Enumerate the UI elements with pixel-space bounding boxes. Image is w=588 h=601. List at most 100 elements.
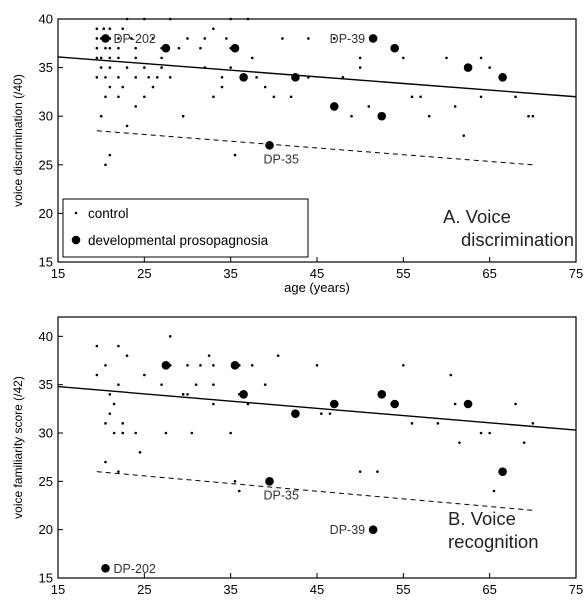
- control-point: [250, 364, 254, 367]
- control-point: [276, 354, 280, 357]
- control-point: [199, 46, 202, 50]
- control-point: [436, 422, 440, 425]
- control-point: [95, 373, 99, 377]
- control-point: [358, 56, 362, 60]
- control-point: [307, 76, 310, 79]
- control-point: [207, 354, 211, 357]
- control-point: [341, 76, 345, 79]
- point-label: DP-35: [264, 152, 299, 166]
- dp-point: [230, 43, 240, 53]
- control-point: [143, 66, 146, 69]
- y-tick-label: 40: [39, 329, 53, 344]
- y-tick-label: 25: [39, 474, 53, 489]
- control-point: [402, 56, 405, 60]
- control-point: [212, 383, 215, 386]
- control-point: [108, 56, 112, 60]
- control-point: [147, 76, 150, 79]
- control-point: [479, 431, 483, 435]
- control-point: [104, 46, 107, 50]
- control-point: [117, 95, 120, 99]
- control-point: [134, 46, 137, 50]
- control-point: [104, 422, 107, 425]
- control-point: [272, 95, 276, 99]
- control-point: [102, 27, 106, 31]
- control-point: [134, 105, 137, 108]
- control-point: [99, 114, 103, 118]
- control-point: [125, 66, 129, 69]
- y-tick-label: 25: [39, 157, 53, 172]
- control-point: [104, 163, 107, 167]
- control-point: [186, 364, 189, 367]
- point-label: DP-202: [113, 562, 155, 576]
- control-point: [117, 344, 120, 348]
- control-point: [117, 470, 120, 473]
- y-tick-label: 35: [39, 377, 53, 392]
- dp-point: [463, 63, 473, 72]
- dp-point: [161, 43, 171, 53]
- x-tick-label: 25: [137, 266, 151, 281]
- control-point: [108, 46, 112, 50]
- control-point: [350, 114, 353, 118]
- control-point: [108, 393, 112, 396]
- dp-point: [265, 141, 274, 150]
- legend-label: control: [88, 206, 129, 221]
- chart-panel-a: 15 25 35 45 55 65 75 15 20 25 30 35 40 age (years) voi…: [11, 12, 583, 296]
- control-point: [449, 373, 453, 377]
- control-point: [522, 441, 526, 444]
- control-point: [117, 37, 120, 40]
- control-point: [160, 383, 163, 386]
- dp-point: [329, 399, 339, 409]
- x-tick-label: 35: [223, 266, 237, 281]
- control-point: [203, 66, 207, 69]
- control-point: [514, 402, 517, 406]
- control-point: [479, 56, 483, 60]
- dp-point: [390, 399, 400, 409]
- legend-marker-control: [74, 211, 78, 215]
- control-point: [121, 422, 125, 425]
- control-point: [121, 27, 125, 31]
- dp-point: [377, 111, 387, 121]
- x-tick-label: 25: [137, 582, 151, 596]
- dp-point: [291, 409, 300, 418]
- control-point: [233, 153, 237, 157]
- legend: control developmental prosopagnosia: [62, 198, 309, 258]
- control-point: [307, 37, 310, 40]
- control-point: [104, 364, 107, 367]
- control-point: [112, 431, 116, 435]
- control-point: [95, 37, 99, 40]
- control-point: [117, 76, 120, 79]
- x-tick-label: 65: [482, 266, 496, 281]
- control-point: [104, 460, 107, 464]
- control-point: [168, 335, 172, 338]
- y-tick-label: 30: [39, 426, 53, 441]
- control-point: [212, 402, 215, 406]
- control-point: [453, 105, 457, 108]
- dp-point: [368, 525, 378, 534]
- control-point: [95, 46, 99, 50]
- control-point: [263, 85, 267, 89]
- legend-label: developmental prosopagnosia: [88, 233, 269, 248]
- control-point: [220, 76, 224, 79]
- y-tick-label: 15: [39, 255, 53, 270]
- x-tick-label: 75: [569, 582, 583, 596]
- x-tick-label: 45: [310, 582, 324, 596]
- legend-box: [62, 198, 309, 258]
- control-point: [134, 431, 137, 435]
- y-tick-label: 30: [39, 109, 53, 124]
- control-point: [488, 431, 491, 435]
- control-point: [117, 56, 120, 60]
- control-point: [246, 17, 250, 21]
- control-point: [99, 66, 103, 69]
- control-point: [168, 76, 172, 79]
- point-label: DP-39: [330, 523, 365, 537]
- control-point: [410, 95, 414, 99]
- control-point: [229, 431, 232, 435]
- control-point: [121, 431, 125, 435]
- control-point: [263, 383, 267, 386]
- x-tick-label: 15: [51, 582, 65, 596]
- x-tick-label: 65: [482, 582, 496, 596]
- control-point: [181, 393, 185, 396]
- control-point: [177, 46, 181, 50]
- control-point: [281, 37, 284, 40]
- control-point: [220, 85, 224, 89]
